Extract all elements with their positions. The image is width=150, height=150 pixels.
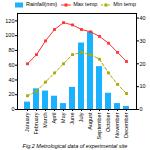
svg-text:20: 20 [8,91,14,97]
svg-text:June: June [69,113,75,125]
svg-text:0: 0 [140,106,143,112]
svg-text:10: 10 [140,83,146,89]
svg-text:February: February [33,112,39,134]
svg-text:September: September [96,112,102,139]
svg-text:October: October [105,112,111,132]
html-text:Min temp: Min temp [113,1,136,7]
svg-text:30: 30 [140,38,146,44]
html-text:Fig.2 Metrological data of exp: Fig.2 Metrological data of experimental … [22,143,128,149]
svg-text:0: 0 [11,106,14,112]
svg-text:40: 40 [140,15,146,21]
svg-text:20: 20 [140,61,146,67]
svg-text:July: July [78,112,84,122]
svg-text:120: 120 [5,18,14,24]
svg-text:November: November [114,112,120,138]
svg-text:April: April [51,113,57,124]
html-text:Max temp: Max temp [73,1,98,7]
svg-text:December: December [123,112,129,138]
html-text:Rainfall(mm): Rainfall(mm) [26,1,58,7]
svg-text:40: 40 [8,77,14,83]
svg-text:80: 80 [8,47,14,53]
svg-text:January: January [24,112,30,132]
svg-text:100: 100 [5,32,14,38]
svg-text:August: August [87,112,93,130]
svg-text:60: 60 [8,62,14,68]
svg-text:May: May [60,112,66,123]
svg-text:March: March [42,113,48,128]
